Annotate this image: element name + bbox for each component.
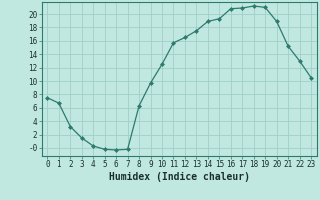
X-axis label: Humidex (Indice chaleur): Humidex (Indice chaleur) [109,172,250,182]
